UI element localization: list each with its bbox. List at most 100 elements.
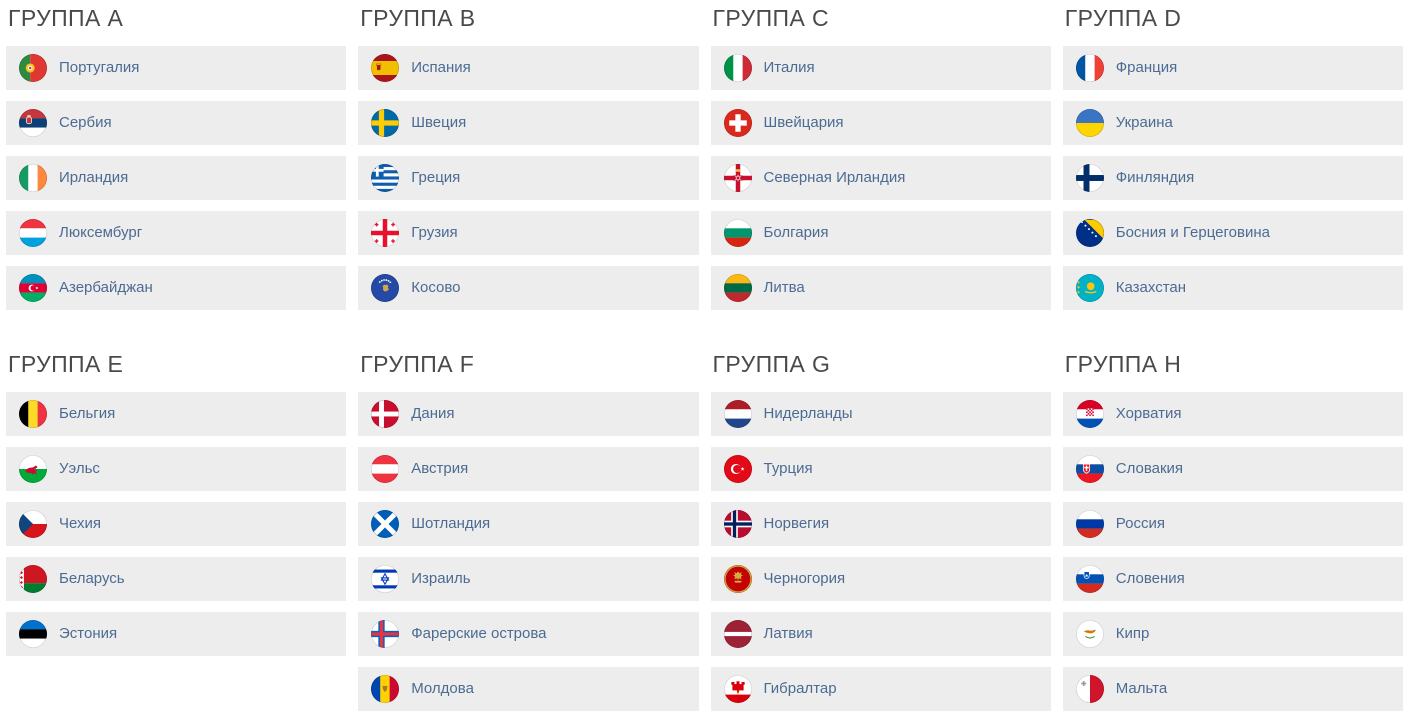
team-name: Россия: [1115, 515, 1165, 532]
team-name: Босния и Герцеговина: [1115, 224, 1270, 241]
montenegro-flag-icon: [723, 565, 752, 593]
team-row-georgia[interactable]: Грузия: [358, 211, 699, 255]
bulgaria-flag-icon: [723, 219, 752, 247]
team-row-kazakhstan[interactable]: Казахстан: [1062, 266, 1403, 310]
team-name: Дания: [411, 405, 455, 422]
group-f: ГРУППА F Дания Австрия Шотландия Израиль Фаре…: [358, 350, 699, 711]
team-row-turkey[interactable]: Турция: [710, 447, 1051, 491]
team-row-azerbaijan[interactable]: Азербайджан: [6, 266, 347, 310]
israel-flag-icon: [371, 565, 400, 593]
team-row-austria[interactable]: Австрия: [358, 447, 699, 491]
team-row-ukraine[interactable]: Украина: [1062, 101, 1403, 145]
team-row-cyprus[interactable]: Кипр: [1062, 612, 1403, 656]
team-row-switzerland[interactable]: Швейцария: [710, 101, 1051, 145]
team-row-ireland[interactable]: Ирландия: [6, 156, 347, 200]
team-row-montenegro[interactable]: Черногория: [710, 557, 1051, 601]
team-row-wales[interactable]: Уэльс: [6, 447, 347, 491]
team-name: Швейцария: [763, 114, 844, 131]
team-row-scotland[interactable]: Шотландия: [358, 502, 699, 546]
team-name: Литва: [763, 279, 805, 296]
team-row-estonia[interactable]: Эстония: [6, 612, 347, 656]
team-row-russia[interactable]: Россия: [1062, 502, 1403, 546]
team-row-italy[interactable]: Италия: [710, 46, 1051, 90]
team-name: Израиль: [411, 570, 471, 587]
team-name: Франция: [1115, 59, 1178, 76]
team-row-luxembourg[interactable]: Люксембург: [6, 211, 347, 255]
group-a: ГРУППА A Португалия Сербия Ирландия Люксембу…: [6, 4, 347, 310]
group-title-c: ГРУППА C: [712, 5, 830, 31]
belgium-flag-icon: [19, 400, 47, 428]
team-name: Испания: [411, 59, 471, 76]
team-row-kosovo[interactable]: Косово: [358, 266, 699, 310]
turkey-flag-icon: [723, 455, 752, 483]
luxembourg-flag-icon: [19, 219, 47, 247]
team-name: Словения: [1115, 570, 1185, 587]
team-row-spain[interactable]: Испания: [358, 46, 699, 90]
team-row-sweden[interactable]: Швеция: [358, 101, 699, 145]
georgia-flag-icon: [371, 219, 400, 247]
serbia-flag-icon: [19, 109, 47, 137]
group-title-e: ГРУППА E: [8, 351, 124, 377]
kosovo-flag-icon: [371, 274, 400, 302]
team-row-croatia[interactable]: Хорватия: [1062, 392, 1403, 436]
spain-flag-icon: [371, 54, 400, 82]
denmark-flag-icon: [371, 400, 400, 428]
team-name: Греция: [411, 169, 461, 186]
team-name: Уэльс: [59, 460, 100, 477]
scotland-flag-icon: [371, 510, 400, 538]
team-row-denmark[interactable]: Дания: [358, 392, 699, 436]
team-name: Казахстан: [1115, 279, 1187, 296]
team-row-bulgaria[interactable]: Болгария: [710, 211, 1051, 255]
team-row-latvia[interactable]: Латвия: [710, 612, 1051, 656]
group-title-a: ГРУППА A: [8, 5, 124, 31]
team-row-norway[interactable]: Норвегия: [710, 502, 1051, 546]
team-row-belgium[interactable]: Бельгия: [6, 392, 347, 436]
ukraine-flag-icon: [1075, 109, 1104, 137]
team-name: Азербайджан: [59, 279, 153, 296]
faroe-flag-icon: [371, 620, 400, 648]
team-row-greece[interactable]: Греция: [358, 156, 699, 200]
team-row-lithuania[interactable]: Литва: [710, 266, 1051, 310]
team-row-gibraltar[interactable]: Гибралтар: [710, 667, 1051, 711]
group-title-f: ГРУППА F: [360, 351, 475, 377]
team-row-slovakia[interactable]: Словакия: [1062, 447, 1403, 491]
slovakia-flag-icon: [1075, 455, 1104, 483]
team-row-slovenia[interactable]: Словения: [1062, 557, 1403, 601]
czech-flag-icon: [19, 510, 47, 538]
austria-flag-icon: [371, 455, 400, 483]
group-g: ГРУППА G Нидерланды Турция Норвегия Черногор…: [710, 350, 1051, 711]
group-h: ГРУППА H Хорватия Словакия Россия Словения Ки…: [1062, 350, 1403, 711]
team-row-belarus[interactable]: Беларусь: [6, 557, 347, 601]
bosnia-flag-icon: [1075, 219, 1104, 247]
team-row-serbia[interactable]: Сербия: [6, 101, 347, 145]
switzerland-flag-icon: [723, 109, 752, 137]
group-title-g: ГРУППА G: [712, 351, 831, 377]
greece-flag-icon: [371, 164, 400, 192]
team-row-portugal[interactable]: Португалия: [6, 46, 347, 90]
team-row-israel[interactable]: Израиль: [358, 557, 699, 601]
team-row-northern-ireland[interactable]: Северная Ирландия: [710, 156, 1051, 200]
gibraltar-flag-icon: [723, 675, 752, 703]
moldova-flag-icon: [371, 675, 400, 703]
team-row-czech[interactable]: Чехия: [6, 502, 347, 546]
italy-flag-icon: [723, 54, 752, 82]
northern-ireland-flag-icon: [723, 164, 752, 192]
team-row-netherlands[interactable]: Нидерланды: [710, 392, 1051, 436]
team-row-finland[interactable]: Финляндия: [1062, 156, 1403, 200]
team-row-bosnia[interactable]: Босния и Герцеговина: [1062, 211, 1403, 255]
team-row-malta[interactable]: Мальта: [1062, 667, 1403, 711]
russia-flag-icon: [1075, 510, 1104, 538]
team-row-moldova[interactable]: Молдова: [358, 667, 699, 711]
ireland-flag-icon: [19, 164, 47, 192]
team-name: Молдова: [411, 680, 474, 697]
team-row-france[interactable]: Франция: [1062, 46, 1403, 90]
team-name: Словакия: [1115, 460, 1184, 477]
estonia-flag-icon: [19, 620, 47, 648]
team-name: Чехия: [59, 515, 102, 532]
team-name: Финляндия: [1115, 169, 1195, 186]
team-name: Люксембург: [59, 224, 143, 241]
azerbaijan-flag-icon: [19, 274, 47, 302]
team-row-faroe[interactable]: Фарерские острова: [358, 612, 699, 656]
group-e: ГРУППА E Бельгия Уэльс Чехия Беларусь Эстония: [6, 350, 347, 711]
